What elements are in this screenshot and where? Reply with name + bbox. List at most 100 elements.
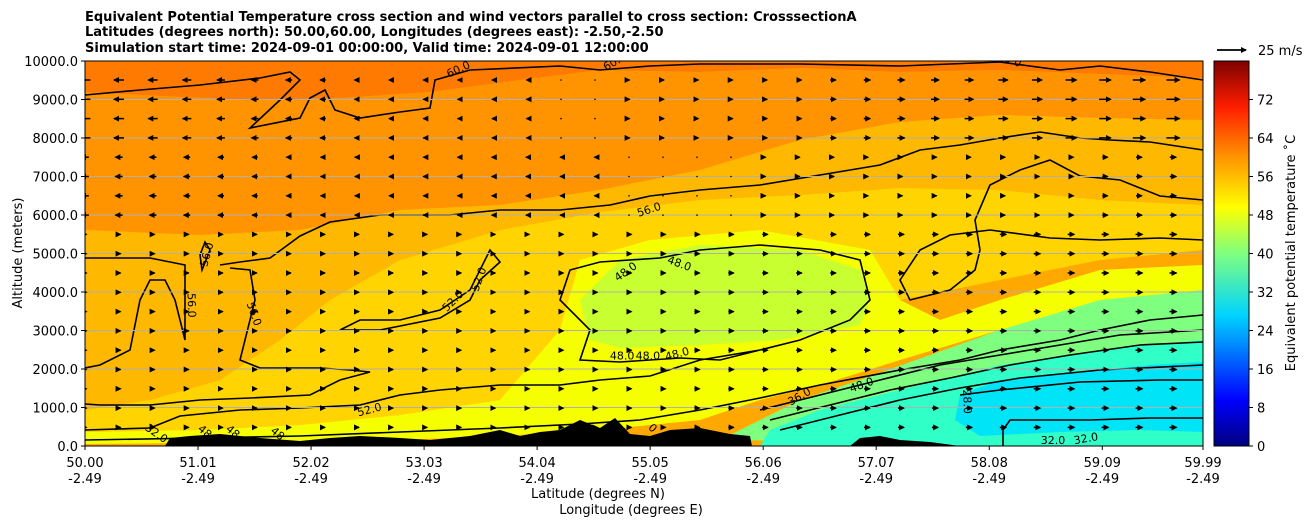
- wind-vector-dot: [730, 214, 732, 216]
- contour-44: [759, 329, 1203, 411]
- colorbar-tick-label: 72: [1257, 94, 1274, 109]
- contour-label: 56.0: [185, 293, 199, 318]
- colorbar-tick-label: 24: [1257, 325, 1274, 340]
- y-grid: [85, 99, 1203, 408]
- wind-vector-dot: [730, 156, 732, 158]
- colorbar-tick-label: 32: [1257, 286, 1274, 301]
- x-tick-label-lon: -2.49: [633, 472, 667, 487]
- y-tick-label: 6000.0: [33, 209, 79, 224]
- y-tick-label: 9000.0: [33, 94, 79, 109]
- contour-label: 32.0: [1041, 434, 1066, 447]
- wind-vector-dot: [662, 175, 664, 178]
- wind-vector-dot: [696, 195, 698, 197]
- contour-label: 32.0: [1073, 430, 1099, 447]
- wind-vector-dot: [594, 98, 596, 101]
- y-tick-label: 1000.0: [33, 402, 79, 417]
- wind-vector-dot: [560, 137, 562, 139]
- wind-vector-dot: [594, 79, 596, 81]
- chart-title-line-1: Equivalent Potential Temperature cross s…: [85, 10, 857, 25]
- contour-label: 60.0: [996, 49, 1023, 70]
- contour-label: 28.0: [960, 389, 974, 414]
- wind-vector-dot: [662, 195, 664, 197]
- y-tick-label: 3000.0: [33, 325, 79, 340]
- y-tick-label: 0.0: [57, 440, 78, 455]
- wind-vector-dot: [594, 117, 596, 120]
- x-tick-label-lon: -2.49: [1186, 472, 1220, 487]
- colorbar-tick-label: 8: [1257, 402, 1265, 417]
- wind-vector-dot: [628, 214, 630, 216]
- x-tick-label-lat: 52.02: [292, 456, 329, 471]
- wind-vector-dot: [662, 156, 664, 158]
- x-tick-label-lon: -2.49: [181, 472, 215, 487]
- terrain: [165, 418, 960, 446]
- contour-60-upper: [85, 61, 1203, 130]
- contour-52: [85, 244, 871, 431]
- field-band-amber: [85, 115, 1203, 410]
- contour-36: [779, 364, 1203, 431]
- x-tick-label-lat: 58.08: [971, 456, 1008, 471]
- chart-title-line-2: Latitudes (degrees north): 50.00,60.00, …: [85, 25, 664, 40]
- contour-lines: [85, 61, 1203, 446]
- x-tick-label-lon: -2.49: [746, 472, 780, 487]
- x-tick-label-lat: 55.05: [632, 456, 669, 471]
- wind-vectors: [85, 77, 1181, 431]
- y-axis-label: Altitude (meters): [11, 198, 26, 309]
- chart-title-line-3: Simulation start time: 2024-09-01 00:00:…: [85, 41, 649, 56]
- x-tick-label-lat: 53.03: [405, 456, 442, 471]
- wind-vector-dot: [730, 175, 732, 178]
- wind-vector-dot: [628, 195, 630, 197]
- colorbar-tick-label: 64: [1257, 132, 1274, 147]
- quiver-key: 25 m/s: [1217, 44, 1303, 59]
- plot-area: 60.0 60.0 60.056.056.056.0 56.0 52.052.052.0…: [85, 49, 1203, 447]
- wind-vector-dot: [696, 175, 698, 178]
- colorbar-tick-label: 48: [1257, 209, 1274, 224]
- contour-32: [959, 379, 1203, 446]
- colorbar: 0 8 16 24 32 40 48 56 64 72 Equivalent potential …: [1213, 60, 1299, 455]
- x-tick-label-lat: 59.99: [1184, 456, 1221, 471]
- contour-label: 48.0: [664, 345, 691, 364]
- field-band-upper-orange: [85, 61, 1203, 100]
- wind-vector-dot: [628, 156, 630, 158]
- wind-vector-dot: [594, 137, 596, 139]
- wind-vector-dot: [730, 195, 732, 197]
- contour-label: 56.0: [198, 241, 217, 268]
- colorbar-tick-label: 40: [1257, 248, 1274, 263]
- x-axis-label-latitude: Latitude (degrees N): [531, 487, 665, 502]
- y-tick-label: 10000.0: [24, 55, 78, 70]
- x-tick-label-lat: 59.09: [1084, 456, 1121, 471]
- wind-vector-dot: [696, 156, 698, 158]
- wind-vector-dot: [662, 214, 664, 216]
- x-tick-label-lon: -2.49: [68, 472, 102, 487]
- colorbar-tick-label: 16: [1257, 363, 1274, 378]
- y-tick-label: 7000.0: [33, 171, 79, 186]
- wind-vector-dot: [628, 175, 630, 178]
- colorbar-label: Equivalent potential temperature ˚C: [1283, 135, 1299, 371]
- quiver-key-label: 25 m/s: [1258, 44, 1303, 59]
- x-tick-label-lon: -2.49: [520, 472, 554, 487]
- wind-vector-dot: [560, 98, 562, 101]
- contour-40: [769, 341, 1203, 421]
- y-tick-label: 8000.0: [33, 132, 79, 147]
- x-tick-label-lon: -2.49: [1085, 472, 1119, 487]
- contour-label: 48.0: [610, 349, 635, 362]
- contour-label: 52.0: [356, 400, 383, 419]
- x-tick-label-lat: 50.00: [66, 456, 103, 471]
- wind-vector-dot: [560, 117, 562, 120]
- x-axis: 50.00-2.4951.01-2.4952.02-2.4953.03-2.49…: [66, 446, 1222, 487]
- x-tick-label-lat: 56.06: [745, 456, 782, 471]
- contour-label: 48.0: [636, 349, 661, 362]
- colorbar-gradient: [1213, 60, 1250, 447]
- x-tick-label-lat: 54.04: [519, 456, 556, 471]
- contour-48: [85, 314, 1203, 441]
- contour-56-left: [85, 240, 371, 406]
- contour-56-main: [85, 131, 1203, 369]
- wind-vector-dot: [560, 79, 562, 81]
- colorbar-tick-label: 56: [1257, 171, 1274, 186]
- field-band-orange: [85, 68, 1203, 235]
- x-tick-label-lat: 57.07: [858, 456, 895, 471]
- x-tick-label-lon: -2.49: [407, 472, 441, 487]
- y-tick-label: 5000.0: [33, 248, 79, 263]
- x-tick-label-lat: 51.01: [179, 456, 216, 471]
- wind-vector-dot: [696, 214, 698, 216]
